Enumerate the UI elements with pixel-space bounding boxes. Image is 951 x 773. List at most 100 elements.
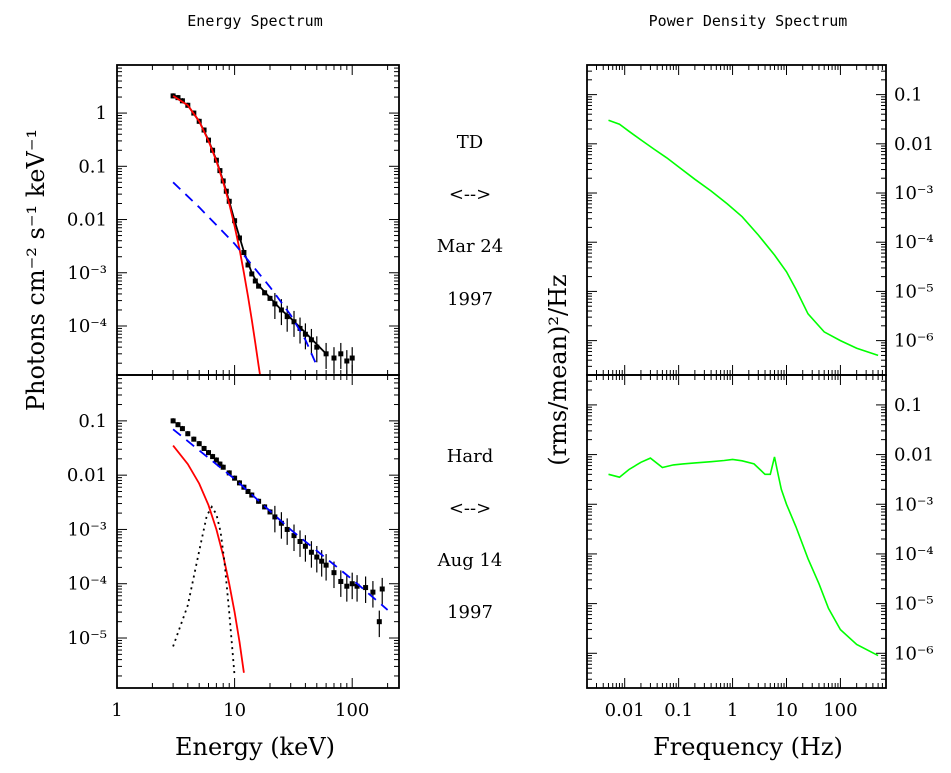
data-point <box>376 619 382 625</box>
panel-frame <box>586 64 887 376</box>
data-point <box>284 314 290 320</box>
state-label-hard: Hard <box>447 446 494 467</box>
data-point <box>349 581 355 587</box>
x-tick-label: 0.1 <box>664 700 693 721</box>
data-point <box>331 570 337 576</box>
y-tick-label: 10⁻⁵ <box>894 281 934 302</box>
y-tick-label: 10⁻³ <box>67 519 107 540</box>
data-point <box>175 95 181 101</box>
data-point <box>344 358 350 364</box>
y-tick-label: 10⁻⁴ <box>894 544 934 565</box>
y-tick-label: 10⁻⁴ <box>67 316 107 337</box>
data-point <box>363 585 369 591</box>
data-point <box>210 454 216 460</box>
year-label-top: 1997 <box>447 289 493 310</box>
y-tick-label: 0.1 <box>78 156 107 177</box>
data-point <box>220 464 226 470</box>
arrow-label-bottom: <--> <box>449 498 491 519</box>
data-point <box>284 526 290 532</box>
axis-ticks <box>586 374 887 689</box>
data-point <box>302 331 308 337</box>
x-tick-label: 0.01 <box>605 700 645 721</box>
panel-frame <box>116 64 400 376</box>
data-point <box>185 431 191 437</box>
data-point <box>232 475 238 481</box>
y-tick-label: 0.01 <box>67 210 107 231</box>
pds-line <box>608 119 879 357</box>
data-point <box>213 457 219 463</box>
data-point <box>314 554 320 560</box>
power-law-component-line <box>172 181 318 366</box>
energy-spectrum-bottom-panel: 0.1 0.01 10⁻³ 10⁻⁴ 10⁻⁵ 1 10 100 <box>67 374 400 721</box>
data-point <box>379 586 385 592</box>
year-label-bottom: 1997 <box>447 602 493 623</box>
axis-ticks <box>586 64 887 376</box>
y-tick-label: 10⁻³ <box>894 494 934 515</box>
x-tick-label: 1 <box>111 700 122 721</box>
energy-ylabel: Photons cm⁻² s⁻¹ keV⁻¹ <box>22 129 50 411</box>
data-point <box>179 426 185 432</box>
energy-xlabel: Energy (keV) <box>175 733 335 761</box>
pds-bottom-panel: 0.1 0.01 10⁻³ 10⁻⁴ 10⁻⁵ 10⁻⁶ 0.01 0.1 1 10 100 <box>586 374 934 721</box>
energy-spectrum-top-panel: 1 0.1 0.01 10⁻³ 10⁻⁴ <box>67 64 400 376</box>
gaussian-line-line <box>172 505 236 677</box>
data-point <box>201 445 207 451</box>
pds-title: Power Density Spectrum <box>649 12 848 30</box>
disk-component-line <box>172 95 261 375</box>
data-point <box>226 470 232 476</box>
data-point <box>331 355 337 361</box>
y-tick-label: 0.01 <box>894 445 934 466</box>
y-tick-label: 0.1 <box>78 411 107 432</box>
disk-component-line <box>172 445 245 673</box>
data-point <box>175 422 181 428</box>
y-tick-label: 0.1 <box>894 85 923 106</box>
data-point <box>344 583 350 589</box>
arrow-label-top: <--> <box>449 184 491 205</box>
data-point <box>370 589 376 595</box>
data-point <box>338 351 344 357</box>
data-point <box>191 436 197 442</box>
date-label-bottom: Aug 14 <box>437 550 503 571</box>
y-tick-label: 0.1 <box>894 395 923 416</box>
data-points <box>170 418 385 638</box>
data-point <box>170 418 176 424</box>
y-tick-label: 10⁻⁵ <box>894 594 934 615</box>
state-label-td: TD <box>457 132 483 153</box>
total-model-line <box>172 95 327 355</box>
axis-ticks <box>116 375 399 688</box>
y-tick-label: 10⁻⁶ <box>894 643 934 664</box>
data-point <box>338 578 344 584</box>
data-point <box>206 450 212 456</box>
pds-xlabel: Frequency (Hz) <box>653 733 843 761</box>
data-point <box>323 562 329 568</box>
power-law-component-line <box>172 428 389 611</box>
data-points <box>170 93 355 375</box>
y-tick-label: 10⁻³ <box>67 263 107 284</box>
data-point <box>349 355 355 361</box>
y-tick-label: 10⁻³ <box>894 183 934 204</box>
data-point <box>319 558 325 564</box>
data-point <box>308 549 314 555</box>
energy-spectrum-title: Energy Spectrum <box>187 12 322 30</box>
pds-line <box>608 456 879 657</box>
y-tick-label: 10⁻⁴ <box>67 574 107 595</box>
data-point <box>323 351 329 357</box>
x-tick-label: 10 <box>223 700 246 721</box>
y-tick-label: 10⁻⁶ <box>894 331 934 352</box>
panel-frame <box>116 374 400 689</box>
y-tick-label: 10⁻⁴ <box>894 232 934 253</box>
data-point <box>297 538 303 544</box>
x-tick-label: 10 <box>775 700 798 721</box>
x-tick-label: 100 <box>823 700 857 721</box>
y-tick-label: 10⁻⁵ <box>67 628 107 649</box>
data-point <box>217 461 223 467</box>
data-point <box>314 344 320 350</box>
panel-frame <box>586 374 887 689</box>
axis-ticks <box>116 64 399 375</box>
data-point <box>196 441 202 447</box>
pds-ylabel: (rms/mean)²/Hz <box>544 274 572 465</box>
data-point <box>245 489 251 495</box>
x-tick-label: 100 <box>335 700 369 721</box>
date-label-top: Mar 24 <box>437 236 503 257</box>
data-point <box>302 543 308 549</box>
